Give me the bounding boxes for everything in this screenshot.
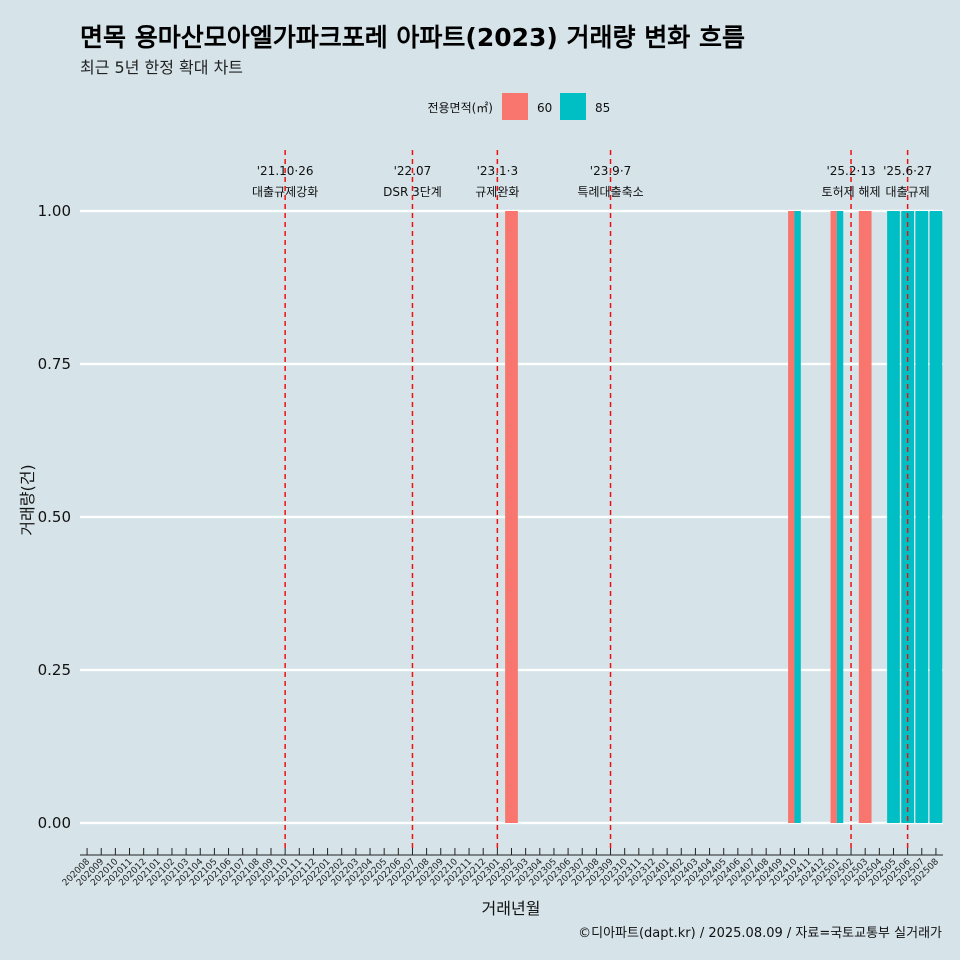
chart-subtitle: 최근 5년 한정 확대 차트: [80, 58, 244, 77]
event-date-label: '22.07: [394, 164, 432, 178]
event-date-label: '23.1·3: [477, 164, 518, 178]
event-name-label: 대출규제강화: [252, 185, 318, 199]
bar-85-202501: [836, 211, 844, 823]
y-axis-title: 거래량(건): [18, 464, 37, 535]
y-tick-label: 0.25: [38, 661, 71, 679]
bar-60-202501: [830, 211, 837, 823]
event-name-label: 토허제 해제: [822, 185, 881, 199]
chart-caption: ©디아파트(dapt.kr) / 2025.08.09 / 자료=국토교통부 실…: [578, 926, 942, 941]
bar-85-202506: [901, 211, 914, 823]
y-tick-label: 1.00: [38, 202, 71, 220]
event-date-label: '25.6·27: [883, 164, 932, 178]
legend-title: 전용면적(㎡): [427, 101, 493, 115]
y-tick-label: 0.00: [38, 814, 71, 832]
y-tick-label: 0.50: [38, 508, 71, 526]
legend-label-60: 60: [537, 101, 552, 115]
x-axis-title: 거래년월: [482, 899, 541, 918]
event-name-label: DSR 3단계: [383, 185, 442, 199]
bar-60-202410: [788, 211, 795, 823]
chart-title: 면목 용마산모아엘가파크포레 아파트(2023) 거래량 변화 흐름: [80, 23, 745, 52]
event-name-label: 특례대출축소: [577, 185, 643, 199]
event-date-label: '23.9·7: [590, 164, 631, 178]
event-name-label: 규제완화: [475, 185, 519, 199]
legend-label-85: 85: [595, 101, 610, 115]
y-tick-label: 0.75: [38, 355, 71, 373]
event-date-label: '25.2·13: [826, 164, 875, 178]
bar-60-202302: [505, 211, 518, 823]
bar-85-202410: [794, 211, 801, 823]
event-date-label: '21.10·26: [257, 164, 314, 178]
event-name-label: 대출규제: [886, 185, 930, 199]
bar-85-202508: [929, 211, 943, 823]
bar-85-202505: [887, 211, 900, 823]
legend-swatch-85: [560, 93, 586, 120]
legend-swatch-60: [502, 93, 528, 120]
bar-85-202507: [915, 211, 929, 823]
bar-60-202503: [858, 211, 872, 823]
